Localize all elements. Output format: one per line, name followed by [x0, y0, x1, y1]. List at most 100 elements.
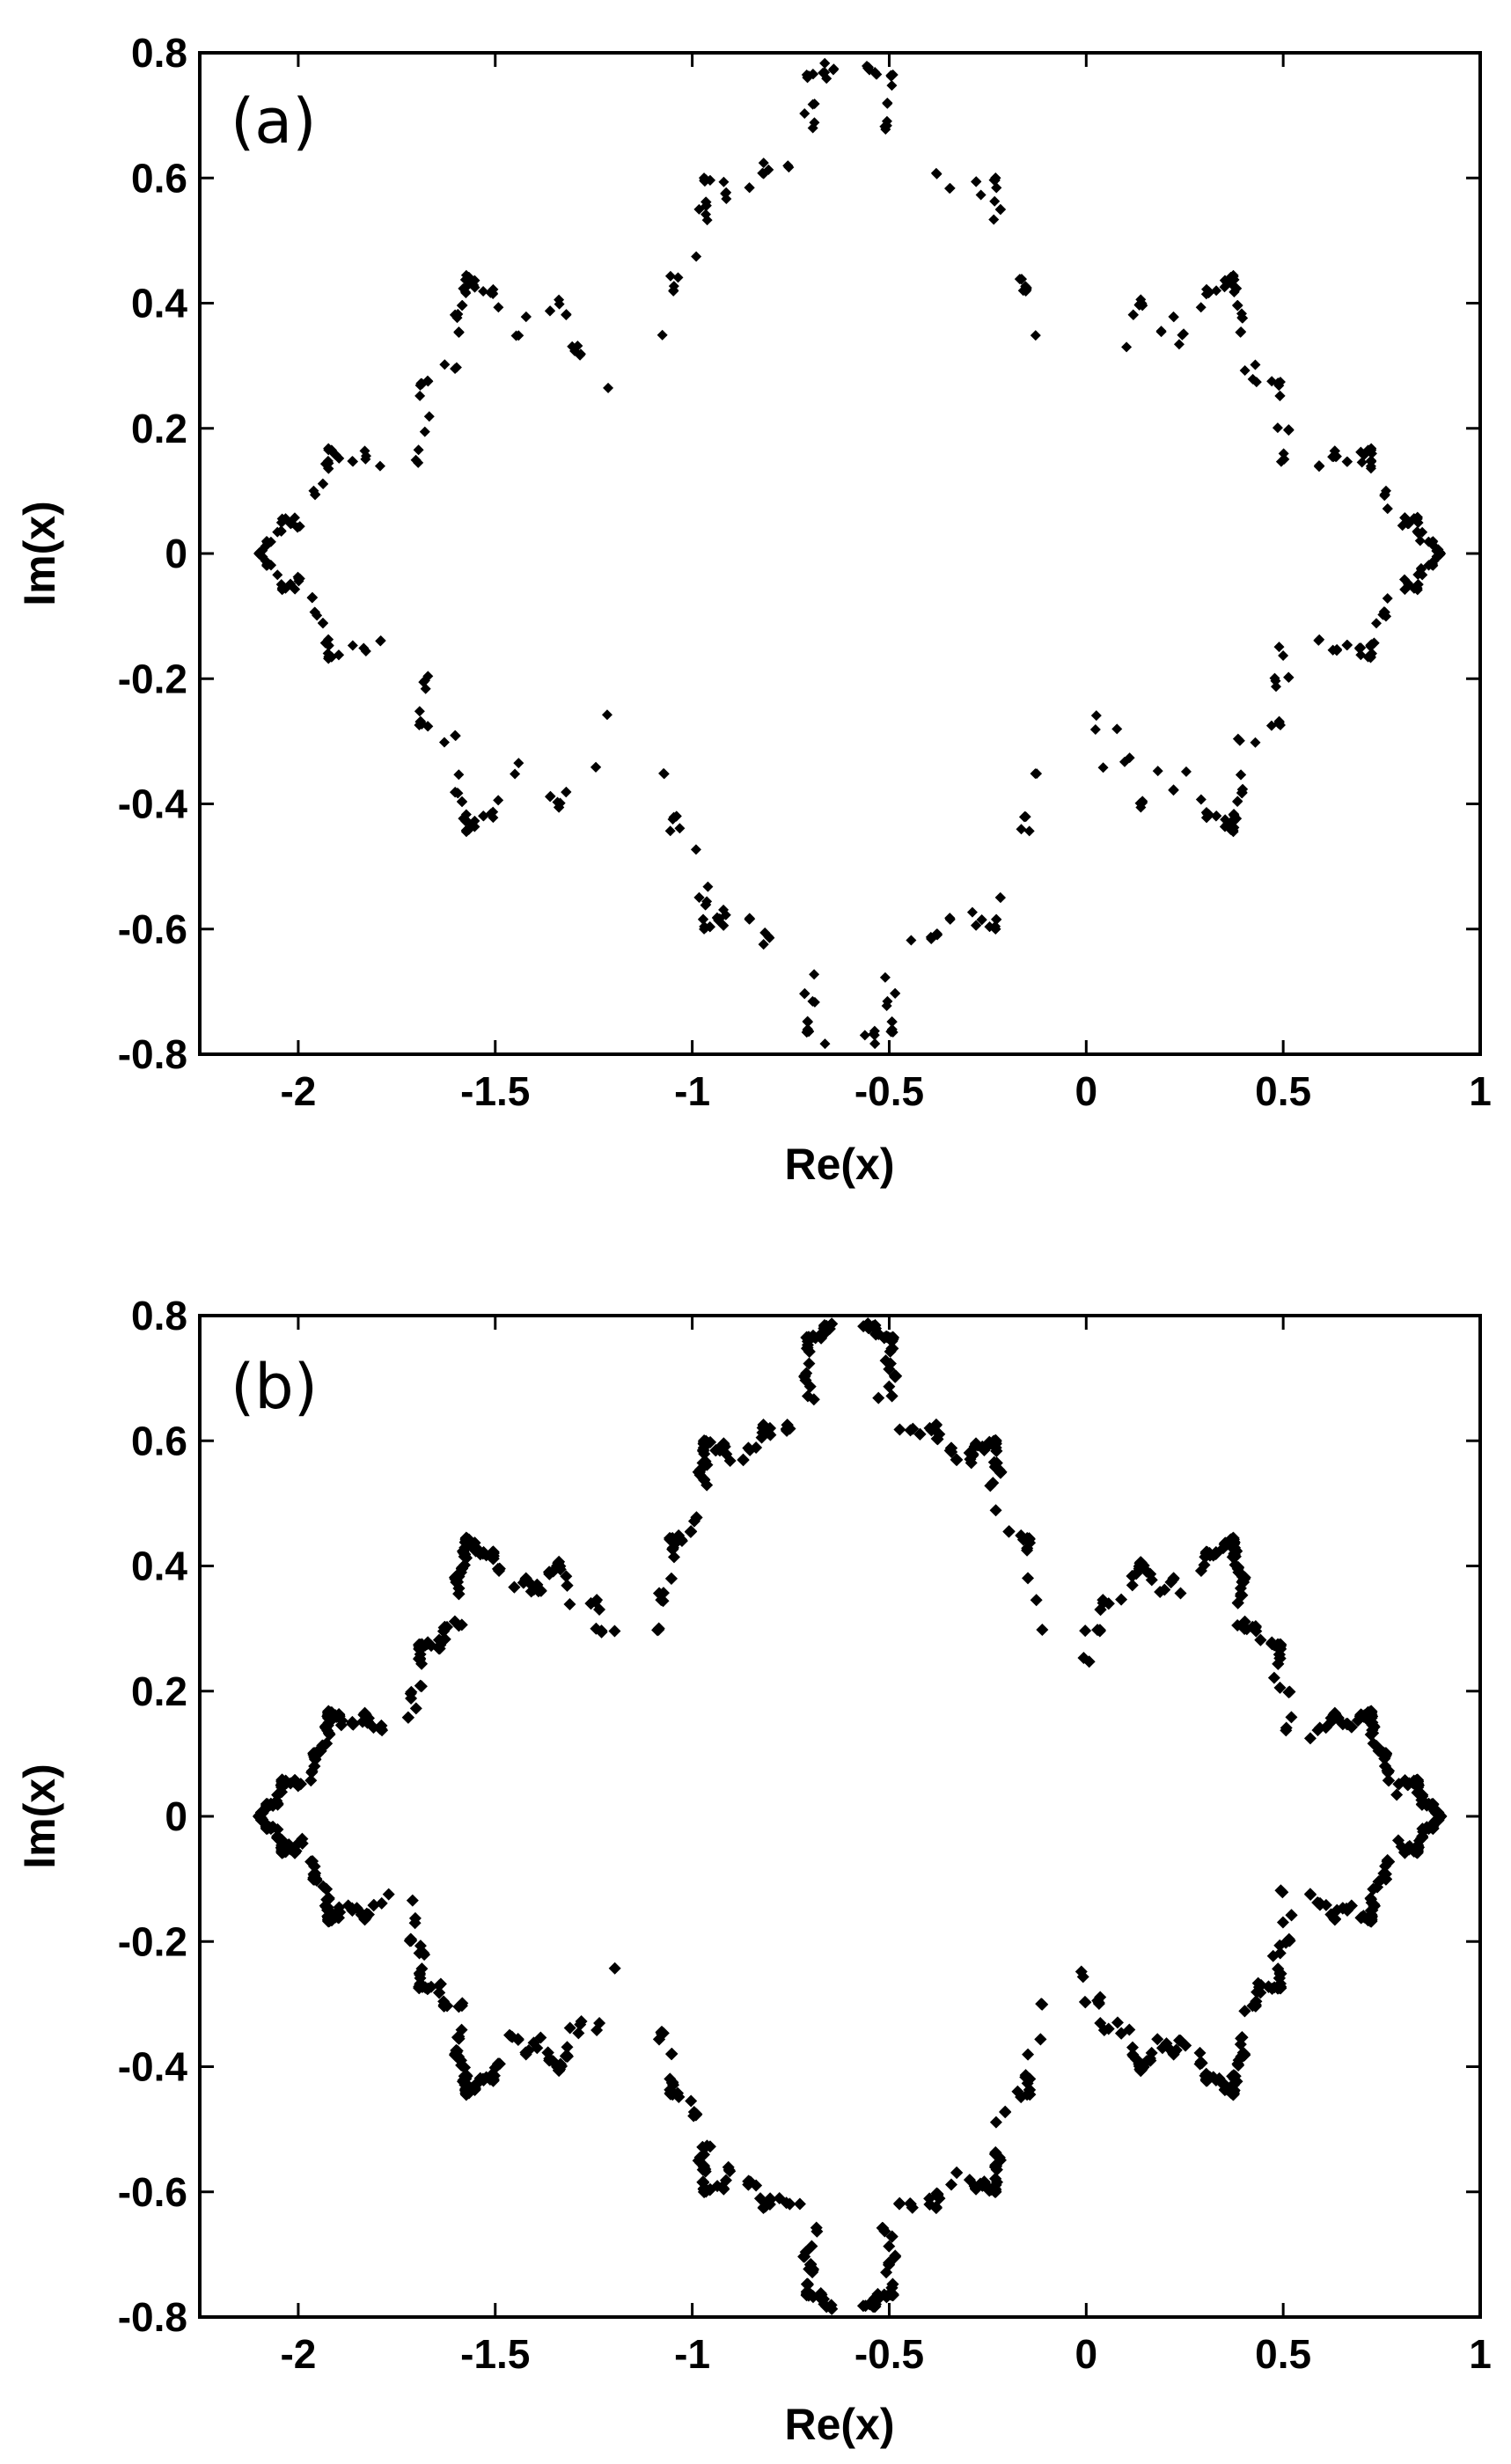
y-tick-label: 0.8	[131, 30, 187, 76]
x-tick-label: 0.5	[1255, 1068, 1311, 1114]
data-point	[714, 913, 725, 924]
data-point	[1180, 766, 1192, 777]
data-point	[1228, 2072, 1241, 2086]
data-point	[439, 359, 451, 370]
y-tick-label: -0.2	[118, 656, 187, 701]
data-point	[1355, 642, 1367, 654]
data-point	[1022, 2048, 1035, 2061]
data-point	[819, 1038, 831, 1050]
data-point	[493, 302, 504, 313]
data-point	[906, 1422, 920, 1435]
data-point	[285, 578, 297, 590]
data-point	[360, 451, 371, 462]
data-point	[1341, 1718, 1354, 1731]
y-tick-label: 0.6	[131, 1418, 187, 1463]
data-point	[1076, 1970, 1089, 1984]
data-point	[1136, 2058, 1149, 2072]
data-point	[723, 1454, 737, 1467]
data-point	[1115, 2027, 1128, 2040]
data-point	[307, 592, 319, 604]
data-point	[698, 1436, 711, 1449]
data-point	[1366, 444, 1377, 456]
data-point	[880, 124, 891, 136]
x-tick-label: -0.5	[855, 2331, 924, 2377]
data-point	[460, 282, 472, 293]
data-point	[742, 2174, 755, 2188]
data-point	[590, 1622, 603, 1635]
data-point	[1274, 719, 1286, 730]
data-point	[550, 1561, 563, 1574]
data-point	[304, 1774, 318, 1787]
data-point	[809, 969, 820, 980]
y-tick-label: 0	[165, 531, 187, 576]
data-point	[988, 921, 1000, 933]
data-point	[460, 816, 472, 827]
data-point	[347, 640, 358, 651]
data-point	[1265, 1637, 1278, 1650]
data-point	[879, 1354, 892, 1368]
data-point	[572, 2027, 585, 2040]
data-point	[744, 182, 755, 194]
data-point	[323, 1716, 336, 1729]
data-point	[869, 1327, 883, 1340]
data-point	[561, 309, 572, 320]
data-point	[1416, 1831, 1429, 1844]
data-point	[608, 1962, 621, 1975]
plot-frame	[198, 1314, 1482, 2319]
data-point	[756, 1426, 769, 1440]
data-point	[478, 810, 489, 822]
data-point	[1203, 2071, 1216, 2084]
data-point	[664, 1572, 678, 1585]
data-point	[560, 1570, 573, 1583]
data-point	[1238, 2005, 1251, 2018]
data-point	[701, 896, 713, 907]
data-point	[1199, 1549, 1213, 1562]
data-point	[452, 1588, 466, 1601]
data-point	[1094, 2017, 1107, 2030]
y-tick-label: 0.4	[131, 281, 187, 326]
data-point	[374, 460, 385, 472]
data-point	[260, 1800, 274, 1813]
data-point	[487, 2072, 500, 2086]
data-point	[459, 2087, 473, 2101]
data-point	[272, 569, 283, 581]
data-point	[1427, 537, 1438, 548]
data-point	[977, 2176, 990, 2189]
data-point	[859, 1030, 870, 1041]
data-point	[1273, 1947, 1287, 1960]
data-point	[1079, 1624, 1092, 1638]
x-tick-label: 1	[1469, 1068, 1492, 1114]
data-point	[1126, 1579, 1139, 1592]
data-point	[608, 1624, 621, 1638]
data-point	[1415, 563, 1427, 575]
data-point	[1342, 456, 1353, 467]
data-point	[382, 1888, 395, 1901]
data-point	[950, 1453, 964, 1466]
data-point	[561, 2050, 574, 2063]
data-point	[450, 363, 461, 374]
data-point	[869, 2292, 883, 2306]
data-point	[296, 1837, 309, 1850]
data-point	[254, 1811, 268, 1824]
data-point	[983, 1436, 996, 1449]
data-point	[413, 457, 424, 468]
data-point	[989, 2160, 1002, 2173]
y-tick-label: -0.4	[118, 781, 188, 827]
data-point	[1267, 1671, 1280, 1684]
data-point	[862, 62, 874, 74]
data-point	[554, 797, 566, 809]
data-point	[931, 168, 943, 180]
data-point	[310, 606, 321, 618]
data-point	[1036, 1998, 1049, 2011]
data-point	[1152, 766, 1163, 777]
data-point	[1355, 446, 1367, 458]
data-point	[1002, 1525, 1016, 1538]
data-point	[1410, 1773, 1423, 1786]
data-point	[658, 768, 670, 780]
data-point	[886, 1342, 899, 1355]
data-point	[966, 1448, 979, 1462]
data-point	[1221, 277, 1233, 289]
y-tick-label: 0.6	[131, 155, 187, 201]
data-point	[285, 518, 297, 530]
data-point	[271, 1797, 284, 1810]
